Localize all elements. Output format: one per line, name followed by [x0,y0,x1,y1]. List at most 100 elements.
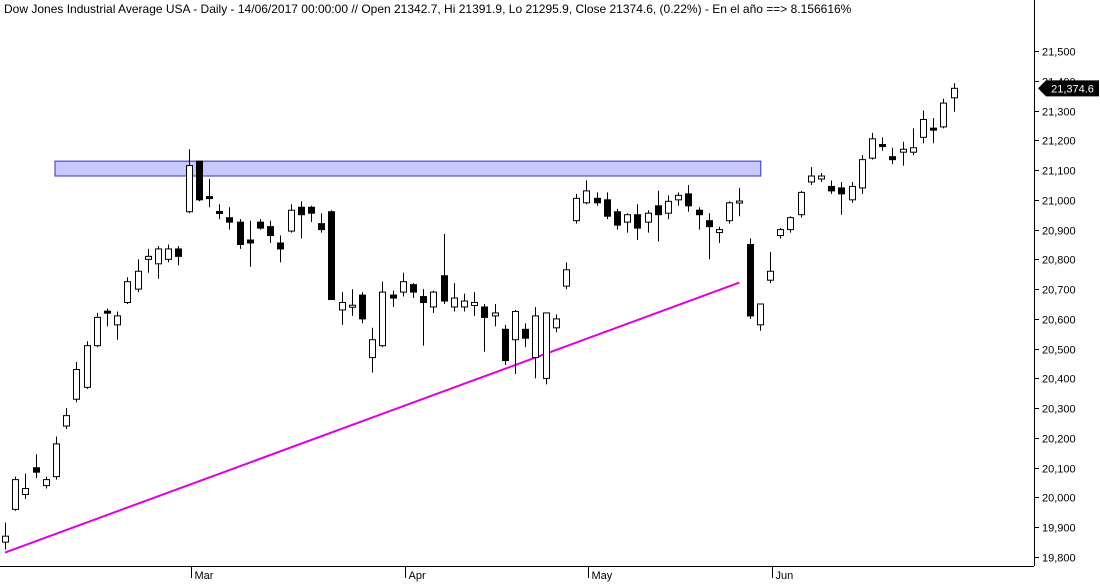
candle-body-down [747,243,754,317]
x-tick-label: Mar [195,570,214,582]
candle [216,204,223,220]
candle-body-up [849,185,856,201]
candle-body-down [828,185,835,192]
candle [594,192,601,206]
y-tick-label: 20,500 [1042,345,1076,357]
candle [124,277,131,304]
candle-body-up [940,102,947,128]
candle [308,205,315,223]
candle [155,245,162,279]
y-tick-label: 21,100 [1042,166,1076,178]
candle [349,289,356,316]
resistance-zone [54,160,762,177]
candle [675,192,682,206]
candle-body-up [920,118,927,138]
axes-layer: 19,800 19,900 20,000 20,100 20,200 20,300 20,4… [0,0,1076,582]
candle-body-up [43,479,50,487]
candle [277,235,284,263]
y-tick-label: 20,600 [1042,315,1076,327]
candle [522,323,529,348]
candle [767,251,774,284]
candle-body-down [257,221,264,229]
candle-body-down [889,156,896,161]
candle-body-up [798,191,805,216]
candle-body-up [573,197,580,222]
candle [257,219,264,230]
candle-body-up [288,209,295,232]
candle-body-down [308,206,315,214]
candle [573,193,580,224]
candle [685,184,692,212]
candle [114,311,121,340]
candle [298,201,305,239]
candle-body-up [951,87,958,99]
candle [787,216,794,233]
candle-body-down [410,284,417,293]
candle-body-up [736,200,743,204]
candle [889,147,896,165]
candle-body-up [461,300,468,308]
candle-body-up [430,291,437,308]
candle [951,83,958,112]
candle-body-down [33,467,40,473]
candle-body-down [502,328,509,362]
candle-body-down [196,160,203,201]
candle-body-up [63,415,70,427]
candle [696,207,703,230]
candle [104,308,111,327]
candle [339,292,346,325]
candle [430,290,437,313]
candle-body-down [267,226,274,237]
last-price-tag-label: 21,374.6 [1051,83,1094,95]
candle-body-up [369,339,376,359]
candle [869,132,876,160]
candle-body-down [247,239,254,244]
candle-body-down [216,210,223,214]
candle [614,208,621,230]
candle [328,210,335,301]
candle [645,210,652,233]
candle-body-up [869,138,876,159]
y-tick-label: 19,900 [1042,523,1076,535]
candle [53,436,60,480]
y-tick-label: 20,800 [1042,255,1076,267]
candle-body-up [583,190,590,204]
candle-body-up [165,248,172,260]
candle [798,190,805,218]
support-trend-line [4,281,740,554]
candle-body-down [696,209,703,216]
candle [665,195,672,220]
candle [563,262,570,290]
candle-body-down [104,310,111,314]
last-price-tag-layer: 21,374.6 [1038,80,1099,97]
candle [175,245,182,266]
candle [492,304,499,327]
candle [410,283,417,299]
candle-body-up [349,304,356,308]
trend-line-layer [4,281,740,554]
candle [777,228,784,239]
candle-body-up [726,202,733,222]
candle-body-down [298,206,305,216]
y-tick-label: 20,200 [1042,434,1076,446]
candle [940,98,947,129]
candle-body-up [900,148,907,153]
candle-body-down [206,196,213,200]
candle [655,190,662,242]
candle [84,341,91,389]
candle-body-down [175,248,182,257]
last-price-tag-background [1038,80,1099,97]
candle [716,226,723,243]
candle-body-up [757,303,764,326]
candle [94,312,101,348]
candle [359,292,366,324]
candle-body-down [604,199,611,217]
candle [461,293,468,312]
candle [502,324,509,366]
candle-body-up [859,159,866,189]
y-tick-label: 21,000 [1042,196,1076,208]
candle-body-up [777,229,784,237]
candle-body-down [237,221,244,245]
y-tick-label: 20,100 [1042,464,1076,476]
